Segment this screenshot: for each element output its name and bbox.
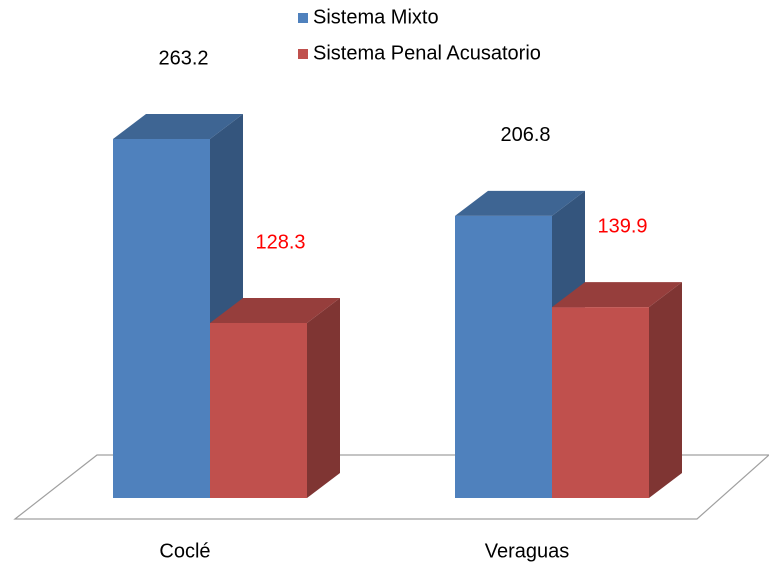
data-label: 128.3 <box>255 231 305 253</box>
bar-top <box>113 114 243 139</box>
bar-top <box>455 190 585 216</box>
x-tick-label: Veraguas <box>485 540 570 562</box>
bar-top <box>210 298 340 324</box>
data-label: 206.8 <box>500 124 550 146</box>
data-label: 139.9 <box>597 215 647 237</box>
legend-label: Sistema Penal Acusatorio <box>313 42 541 64</box>
bar-front <box>455 215 552 498</box>
bar-front <box>210 323 307 498</box>
data-label: 263.2 <box>158 47 208 69</box>
bar-front <box>552 307 649 498</box>
bar-side <box>649 282 682 498</box>
x-tick-label: Coclé <box>159 540 210 562</box>
bar <box>210 298 340 498</box>
bar-top <box>552 282 682 308</box>
bar-front <box>113 139 210 498</box>
legend-swatch <box>298 13 308 23</box>
bar <box>552 282 682 498</box>
legend-swatch <box>298 49 308 59</box>
bar-side <box>307 298 340 498</box>
legend-label: Sistema Mixto <box>313 6 439 28</box>
bar <box>113 114 243 498</box>
